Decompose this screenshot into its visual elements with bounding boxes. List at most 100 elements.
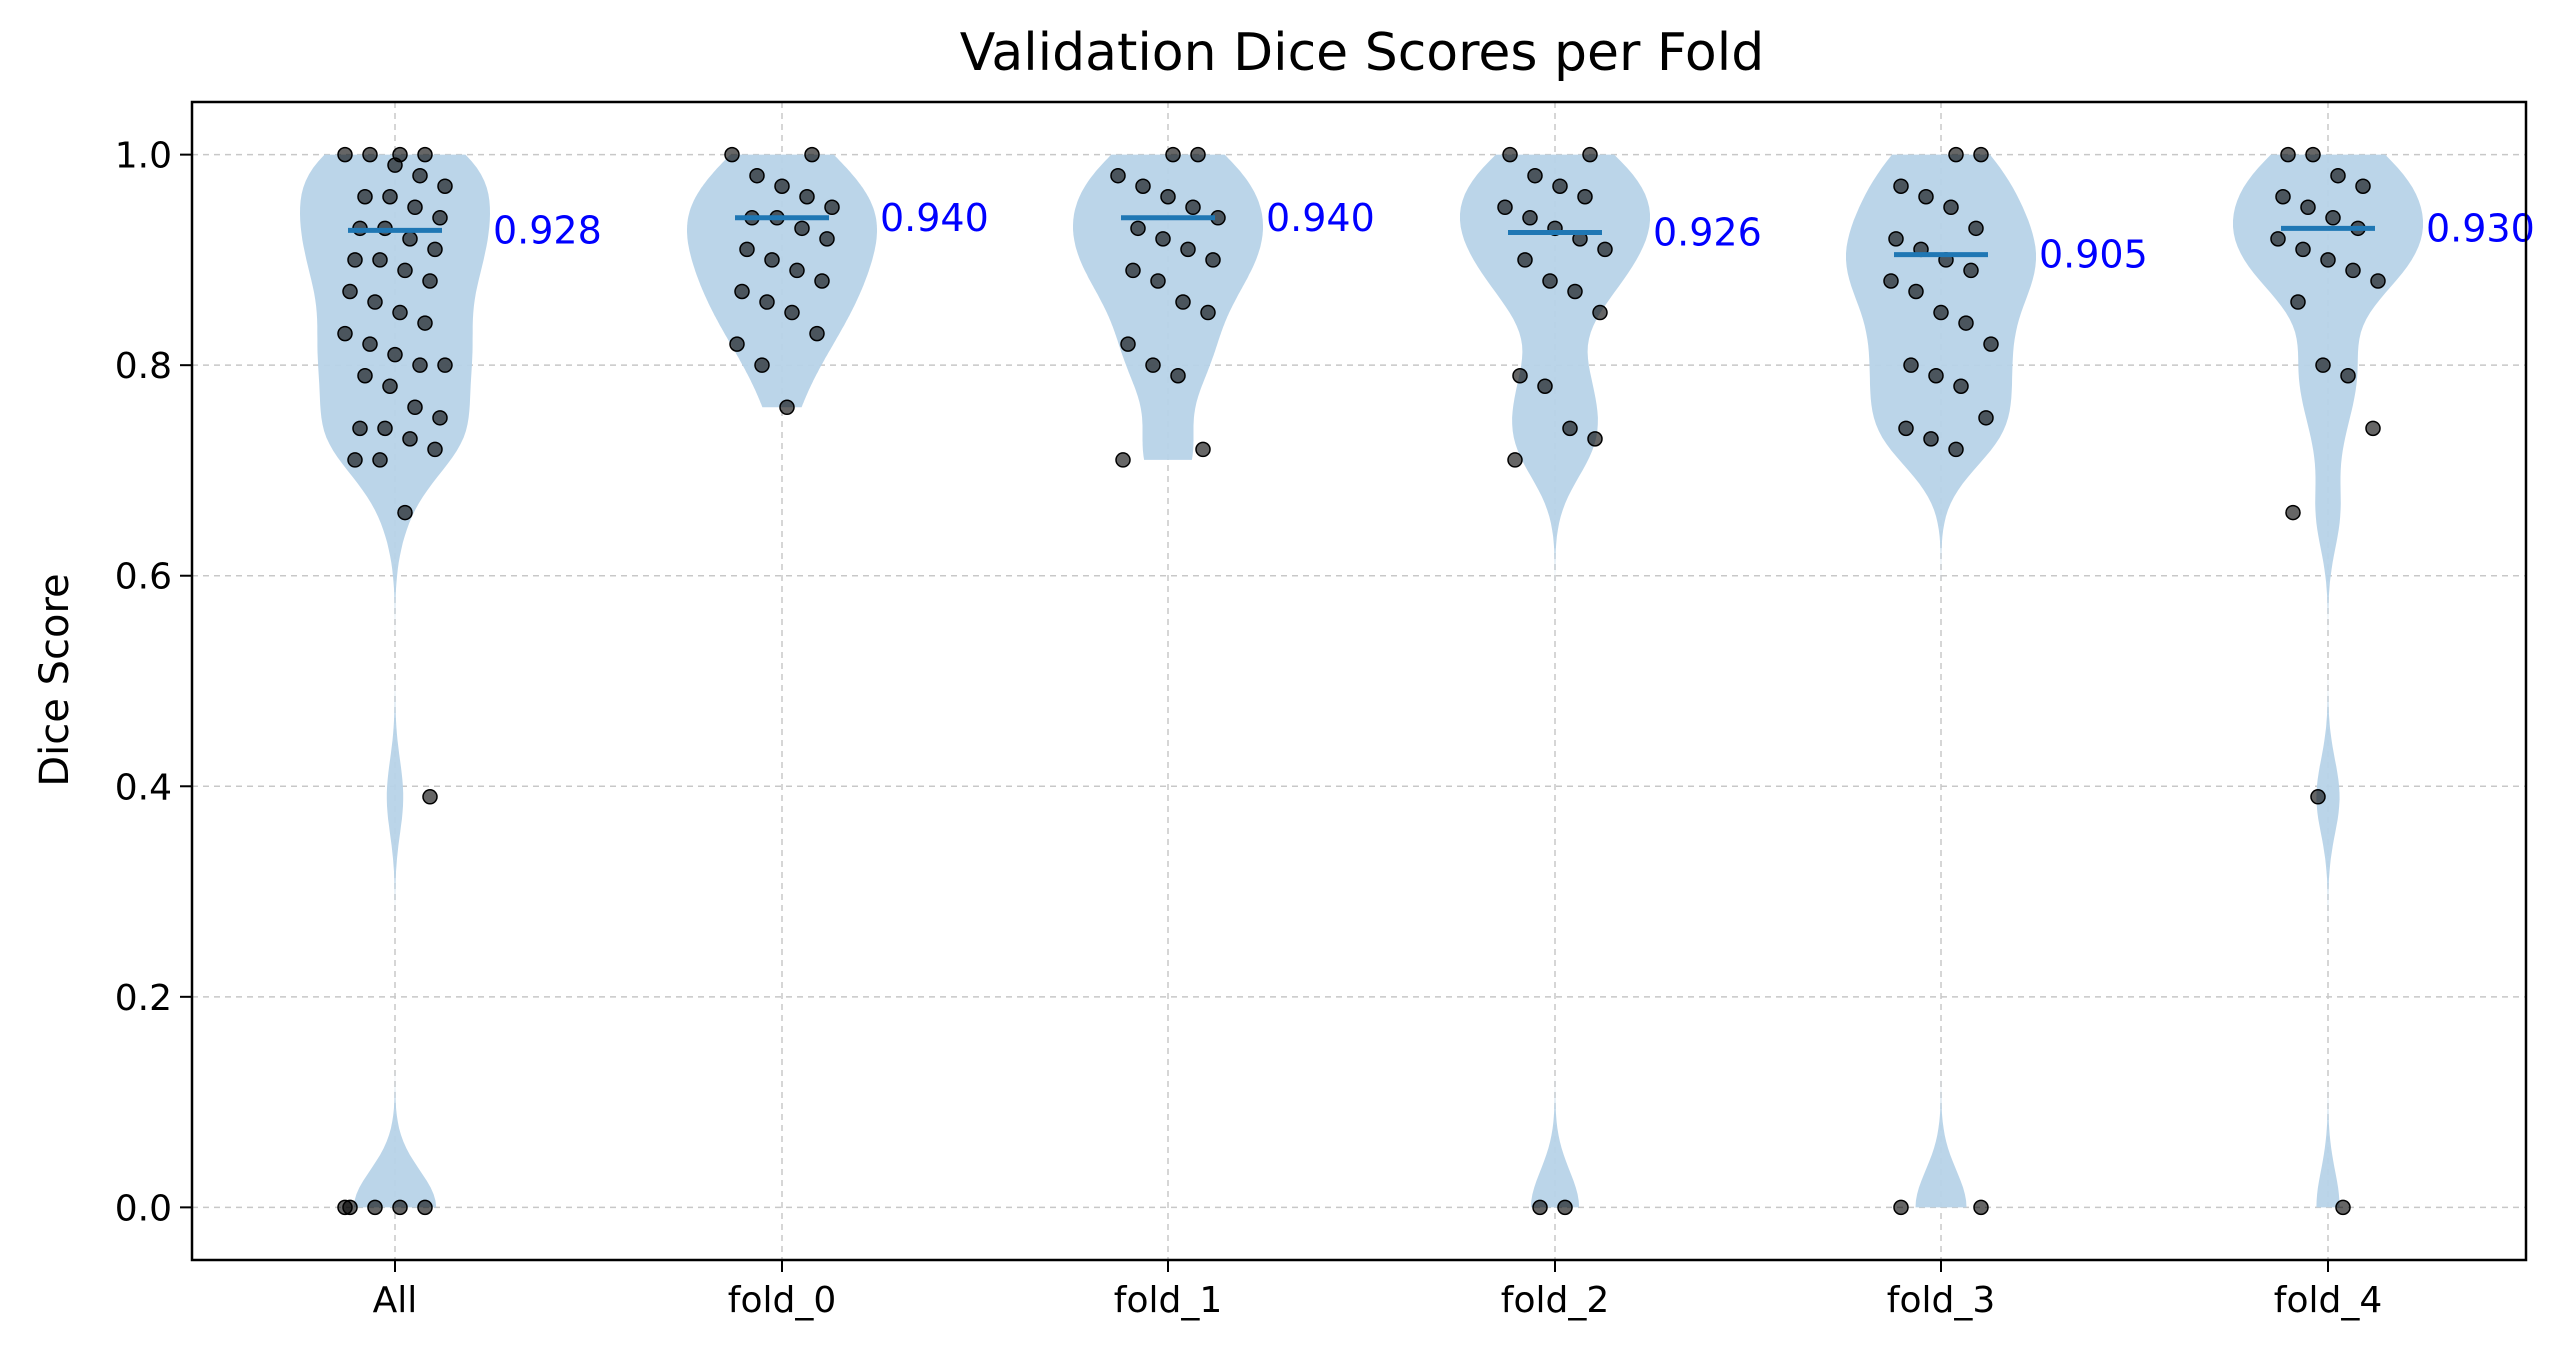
- data-point: [1130, 220, 1146, 237]
- data-point: [1502, 146, 1518, 163]
- data-point: [1115, 452, 1131, 468]
- data-point: [1532, 1199, 1548, 1216]
- data-point: [427, 441, 443, 458]
- data-point: [779, 399, 795, 416]
- data-point: [1883, 273, 1899, 289]
- data-point: [2285, 504, 2301, 521]
- violin-shape: [1460, 154, 1650, 1208]
- data-point: [784, 304, 800, 321]
- y-tick-label: 0.6: [115, 557, 172, 598]
- data-point: [1567, 283, 1583, 300]
- data-point: [789, 262, 805, 279]
- data-point: [392, 1199, 408, 1216]
- data-point: [1973, 1199, 1989, 1216]
- data-point: [387, 346, 403, 363]
- data-point: [1923, 431, 1939, 447]
- data-point: [2280, 146, 2296, 163]
- y-tick-label: 1.0: [115, 136, 172, 177]
- data-point: [372, 452, 388, 468]
- data-point: [432, 410, 448, 426]
- data-point: [362, 146, 378, 163]
- data-point: [754, 357, 770, 373]
- data-point: [1517, 252, 1533, 268]
- data-point: [422, 273, 438, 289]
- data-point: [417, 1199, 433, 1216]
- data-point: [1497, 199, 1513, 216]
- median-label: 0.905: [2039, 233, 2148, 277]
- median-labels: 0.928 0.940 0.940 0.926 0.905 0.930: [493, 196, 2535, 277]
- data-point: [724, 146, 740, 163]
- data-point: [1170, 367, 1186, 384]
- data-point: [1973, 146, 1989, 163]
- data-point: [1933, 304, 1949, 321]
- data-point: [1150, 273, 1166, 289]
- x-tick-label: fold_3: [1887, 1280, 1995, 1321]
- median-label: 0.928: [493, 208, 602, 252]
- data-point: [397, 262, 413, 279]
- data-point: [1125, 262, 1141, 279]
- data-point: [1557, 1199, 1573, 1216]
- data-points: [337, 146, 2386, 1216]
- data-point: [1918, 188, 1934, 205]
- data-point: [367, 1199, 383, 1216]
- data-point: [2315, 357, 2331, 373]
- data-point: [1552, 178, 1568, 194]
- data-point: [427, 241, 443, 258]
- data-point: [2365, 420, 2381, 437]
- chart-title: Validation Dice Scores per Fold: [960, 23, 1764, 83]
- data-point: [1893, 178, 1909, 194]
- data-point: [1963, 262, 1979, 279]
- data-point: [2275, 188, 2291, 205]
- data-point: [759, 294, 775, 310]
- data-point: [1155, 231, 1171, 247]
- data-point: [1953, 378, 1969, 394]
- data-point: [412, 167, 428, 184]
- data-point: [407, 399, 423, 416]
- data-point: [1200, 304, 1216, 321]
- median-lines: [348, 215, 2375, 258]
- data-point: [1512, 367, 1528, 384]
- data-point: [2295, 241, 2311, 258]
- data-point: [1195, 441, 1211, 458]
- data-point: [1110, 167, 1126, 184]
- median-label: 0.940: [880, 196, 989, 240]
- data-point: [2305, 146, 2321, 163]
- data-point: [1928, 367, 1944, 384]
- data-point: [407, 199, 423, 216]
- x-tick-label: fold_2: [1501, 1280, 1609, 1321]
- data-point: [1898, 420, 1914, 437]
- data-point: [347, 252, 363, 268]
- grid-lines: [192, 102, 2526, 1260]
- data-point: [1135, 178, 1151, 194]
- data-point: [1120, 336, 1136, 352]
- data-point: [1908, 283, 1924, 300]
- data-point: [412, 357, 428, 373]
- data-point: [337, 146, 353, 163]
- data-point: [739, 241, 755, 258]
- median-label: 0.940: [1266, 196, 1375, 240]
- data-point: [2290, 294, 2306, 310]
- data-point: [1160, 188, 1176, 205]
- data-point: [342, 1199, 358, 1216]
- data-point: [437, 178, 453, 194]
- data-point: [1562, 420, 1578, 437]
- violin-shape: [2233, 154, 2423, 1208]
- data-point: [352, 420, 368, 437]
- data-point: [362, 336, 378, 352]
- data-point: [382, 378, 398, 394]
- data-point: [397, 504, 413, 521]
- data-point: [357, 188, 373, 205]
- data-point: [1903, 357, 1919, 373]
- y-tick-label: 0.2: [115, 978, 172, 1019]
- data-point: [1527, 167, 1543, 184]
- data-point: [437, 357, 453, 373]
- data-point: [1893, 1199, 1909, 1216]
- data-point: [402, 231, 418, 247]
- data-point: [1948, 441, 1964, 458]
- data-point: [2340, 367, 2356, 384]
- data-point: [372, 252, 388, 268]
- x-tick-label: fold_0: [728, 1280, 836, 1321]
- data-point: [2355, 178, 2371, 194]
- data-point: [764, 252, 780, 268]
